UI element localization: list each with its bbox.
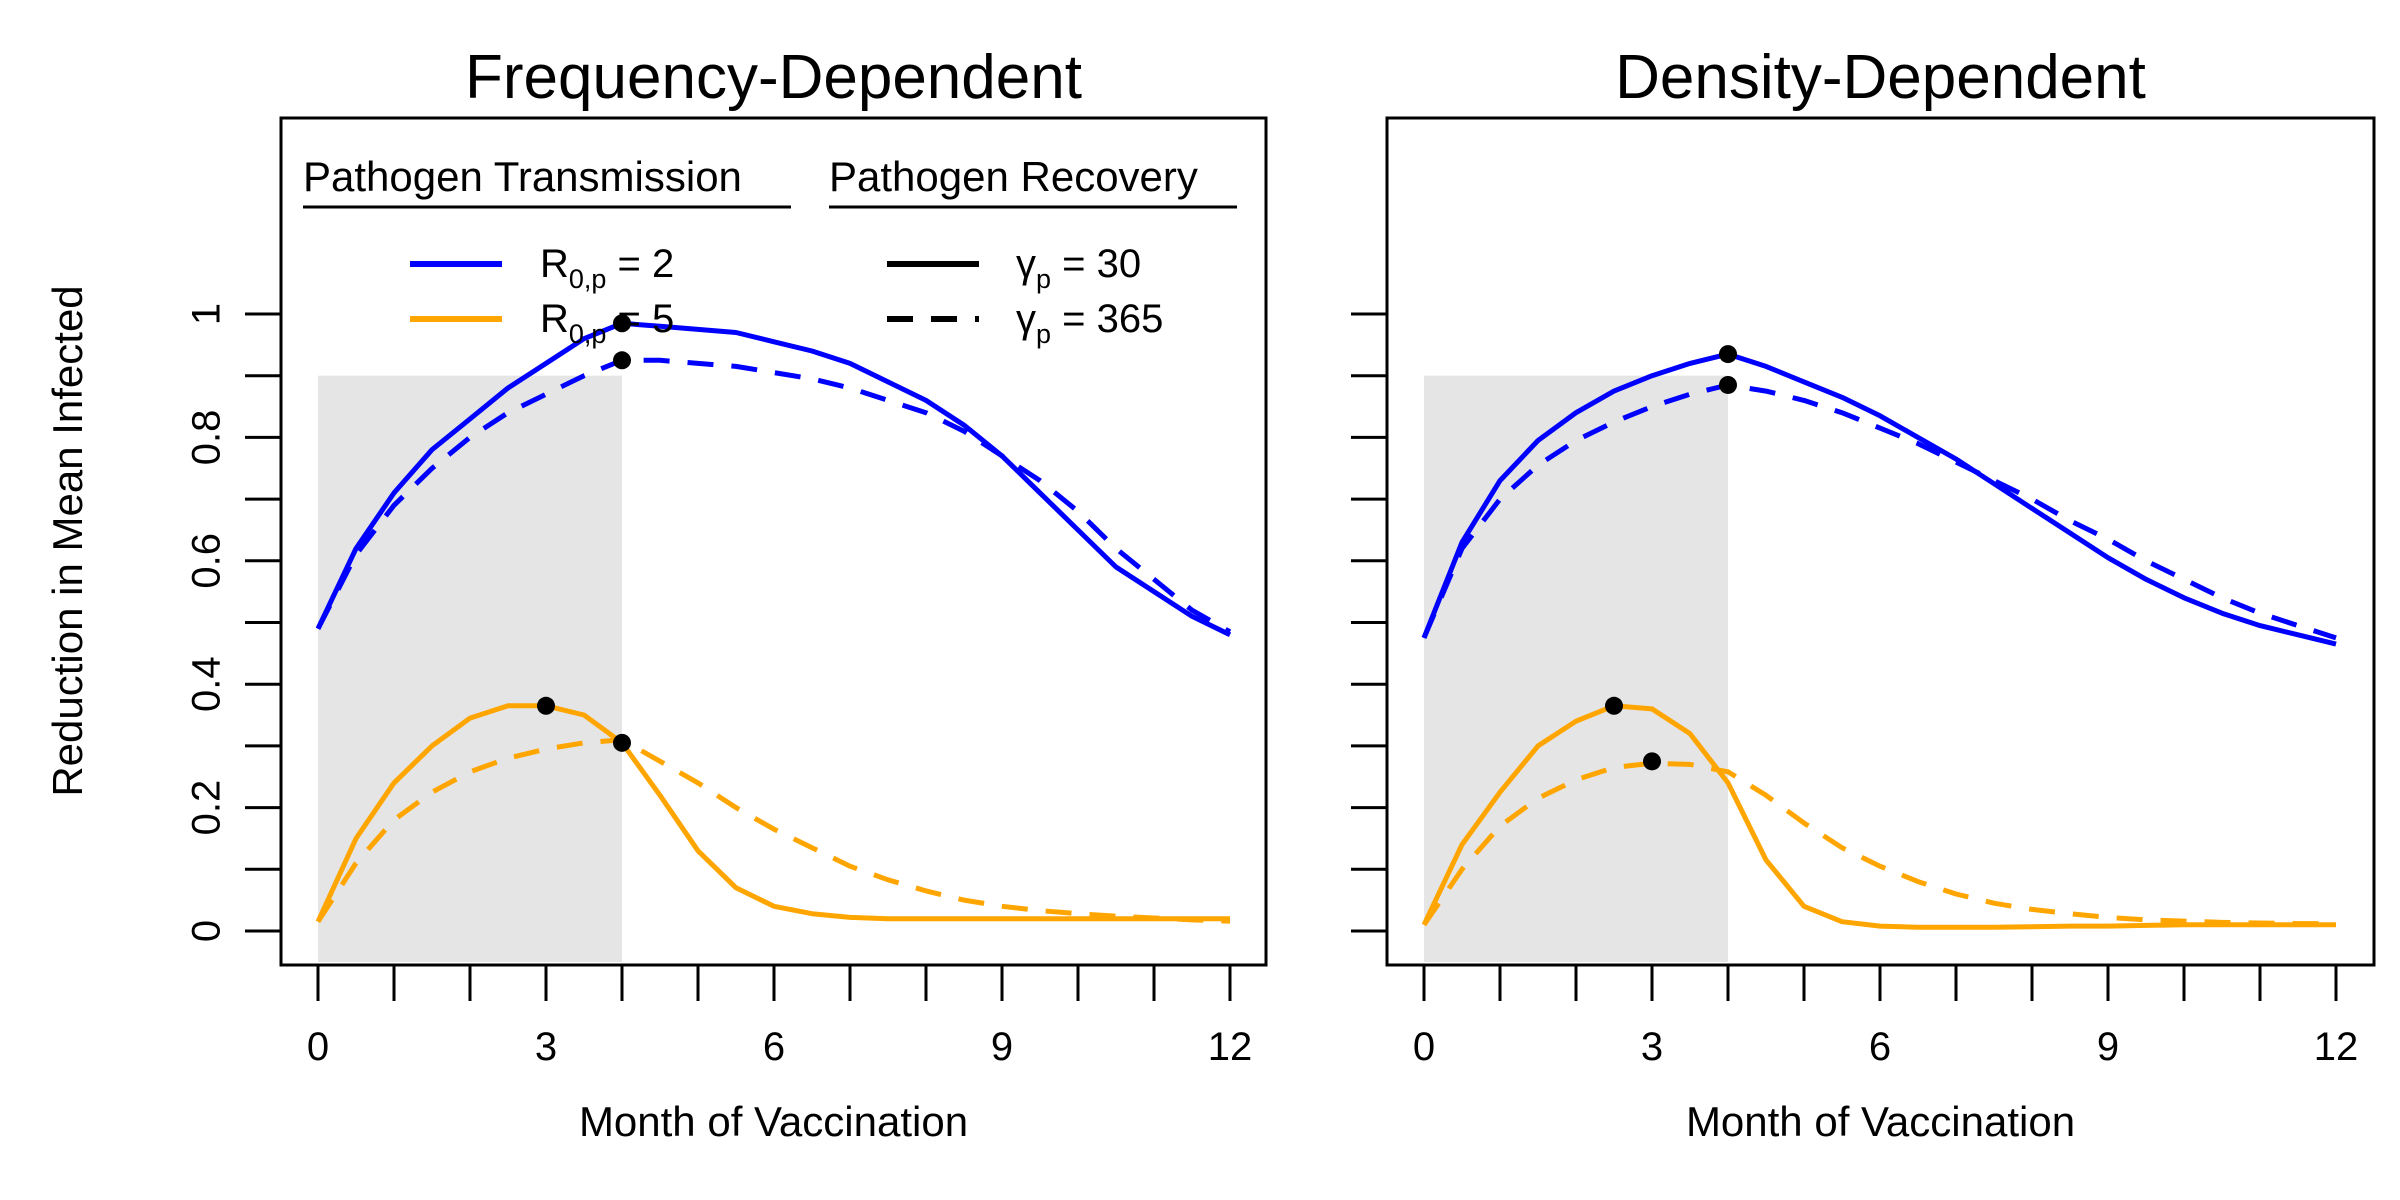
chart-title: Density-Dependent (1615, 43, 2146, 112)
legend: Pathogen Transmission Pathogen Recovery R0… (303, 153, 1237, 349)
series-line-r2-gamma30 (315, 320, 1232, 638)
legend-heading-recovery: Pathogen Recovery (829, 153, 1198, 200)
x-axis-label: Month of Vaccination (1686, 1098, 2075, 1145)
y-tick-label: 1 (185, 303, 229, 325)
x-tick-label: 9 (2097, 1025, 2119, 1069)
x-tick-label: 0 (1413, 1025, 1435, 1069)
panel-frequency-dependent: Frequency-Dependent 0 3 6 9 12 Month of Vaccin… (44, 43, 1268, 1145)
x-axis-label: Month of Vaccination (579, 1098, 968, 1145)
y-tick-label: 0.2 (185, 780, 229, 836)
y-tick-label: 0 (185, 920, 229, 942)
x-tick-label: 6 (1869, 1025, 1891, 1069)
optimum-point-r2-gamma365 (1719, 375, 1737, 394)
legend-label-gamma-dashed: γp = 365 (1016, 297, 1163, 349)
optimum-point-r5-gamma30 (1605, 696, 1623, 715)
y-tick-label: 0.4 (185, 656, 229, 712)
y-tick-label: 0.6 (185, 533, 229, 589)
x-tick-label: 3 (535, 1025, 557, 1069)
series-line-r5-gamma365 (315, 737, 1231, 924)
panel-density-dependent: Density-Dependent 0 3 6 9 12 Month of Vaccinat… (1351, 43, 2376, 1145)
x-tick-label: 0 (307, 1025, 329, 1069)
x-tick-label: 3 (1641, 1025, 1663, 1069)
series-line-r5-gamma30 (1421, 703, 2336, 930)
optimum-point-r2-gamma365 (613, 351, 631, 370)
legend-label-gamma-solid: γp = 30 (1016, 242, 1141, 294)
optimum-point-r2-gamma30 (613, 314, 631, 333)
optimum-point-r5-gamma30 (537, 696, 555, 715)
x-tick-label: 9 (991, 1025, 1013, 1069)
series-line-r2-gamma30 (1421, 351, 2337, 647)
legend-heading-transmission: Pathogen Transmission (303, 153, 742, 200)
optimum-point-r2-gamma30 (1719, 345, 1737, 364)
series-line-r5-gamma30 (315, 703, 1230, 923)
legend-label-r2: R0,p = 2 (540, 242, 674, 294)
optimum-point-r5-gamma365 (613, 733, 631, 752)
optimum-point-r5-gamma365 (1643, 752, 1661, 771)
series-line-r5-gamma365 (1421, 760, 2336, 927)
x-tick-label: 12 (1208, 1025, 1253, 1069)
x-tick-label: 6 (763, 1025, 785, 1069)
y-tick-label: 0.8 (185, 410, 229, 466)
chart-title: Frequency-Dependent (465, 43, 1082, 112)
shaded-region (1424, 375, 1728, 962)
series-line-r2-gamma365 (1421, 382, 2337, 641)
legend-label-r5: R0,p = 5 (540, 297, 674, 349)
x-tick-label: 12 (2314, 1025, 2359, 1069)
y-axis-label: Reduction in Mean Infected (44, 285, 91, 796)
shaded-region (318, 375, 622, 962)
